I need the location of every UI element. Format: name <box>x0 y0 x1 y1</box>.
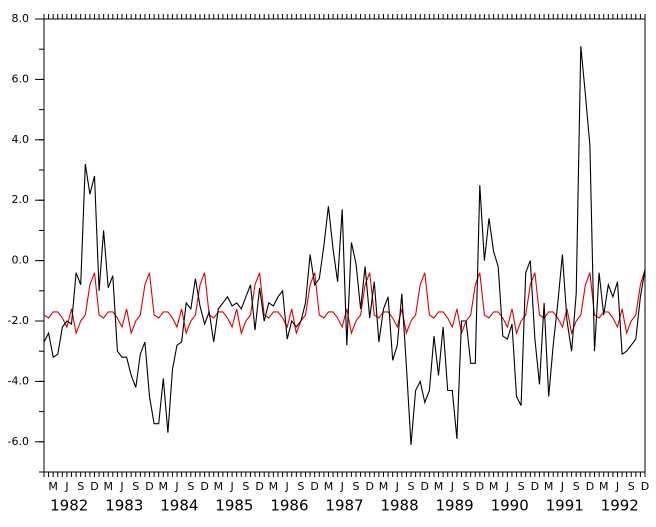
x-tick-label: D <box>586 480 594 493</box>
x-tick-label: M <box>48 480 58 493</box>
x-tick-label: D <box>200 480 208 493</box>
x-tick-label: S <box>573 480 580 493</box>
x-tick-label: J <box>395 480 399 493</box>
x-tick-label: D <box>365 480 373 493</box>
year-label: 1983 <box>105 497 143 515</box>
y-tick-label: -4.0 <box>8 374 29 387</box>
year-label: 1982 <box>50 497 88 515</box>
x-tick-label: M <box>599 480 609 493</box>
x-tick-label: M <box>434 480 444 493</box>
x-tick-label: J <box>174 480 178 493</box>
x-tick-label: D <box>145 480 153 493</box>
y-tick-label: 6.0 <box>12 72 30 85</box>
y-tick-label: 8.0 <box>12 12 30 25</box>
x-tick-label: D <box>310 480 318 493</box>
x-tick-label: D <box>641 480 649 493</box>
x-tick-label: M <box>103 480 113 493</box>
x-tick-label: M <box>544 480 554 493</box>
x-tick-label: S <box>297 480 304 493</box>
year-label: 1991 <box>546 497 584 515</box>
year-label: 1987 <box>325 497 363 515</box>
x-tick-label: M <box>489 480 499 493</box>
year-label: 1984 <box>160 497 198 515</box>
x-tick-label: S <box>187 480 194 493</box>
series-line <box>43 46 646 445</box>
x-tick-label: D <box>531 480 539 493</box>
x-tick-label: S <box>518 480 525 493</box>
x-tick-label: J <box>615 480 619 493</box>
x-tick-label: M <box>159 480 169 493</box>
year-label: 1988 <box>380 497 418 515</box>
y-tick-label: 0.0 <box>12 254 30 267</box>
x-tick-label: J <box>450 480 454 493</box>
x-tick-label: S <box>628 480 635 493</box>
x-tick-label: J <box>505 480 509 493</box>
x-tick-label: J <box>119 480 123 493</box>
x-tick-label: D <box>255 480 263 493</box>
x-tick-label: S <box>352 480 359 493</box>
y-tick-label: -2.0 <box>8 314 29 327</box>
x-tick-label: S <box>77 480 84 493</box>
x-tick-label: J <box>560 480 564 493</box>
x-tick-label: J <box>285 480 289 493</box>
x-tick-label: D <box>90 480 98 493</box>
x-tick-label: M <box>379 480 389 493</box>
x-tick-label: D <box>476 480 484 493</box>
x-tick-label: S <box>132 480 139 493</box>
x-tick-label: S <box>408 480 415 493</box>
x-tick-label: M <box>269 480 279 493</box>
x-tick-label: M <box>214 480 224 493</box>
y-tick-label: -6.0 <box>8 435 29 448</box>
year-label: 1992 <box>601 497 639 515</box>
year-label: 1990 <box>491 497 529 515</box>
y-tick-label: 4.0 <box>12 133 30 146</box>
plot-frame <box>43 18 646 473</box>
x-tick-label: J <box>229 480 233 493</box>
x-tick-label: S <box>463 480 470 493</box>
year-label: 1989 <box>436 497 474 515</box>
x-tick-label: S <box>242 480 249 493</box>
x-tick-label: J <box>340 480 344 493</box>
year-label: 1985 <box>215 497 253 515</box>
x-tick-label: M <box>324 480 334 493</box>
x-tick-label: D <box>421 480 429 493</box>
x-tick-label: J <box>64 480 68 493</box>
year-label: 1986 <box>270 497 308 515</box>
y-tick-label: 2.0 <box>12 193 30 206</box>
